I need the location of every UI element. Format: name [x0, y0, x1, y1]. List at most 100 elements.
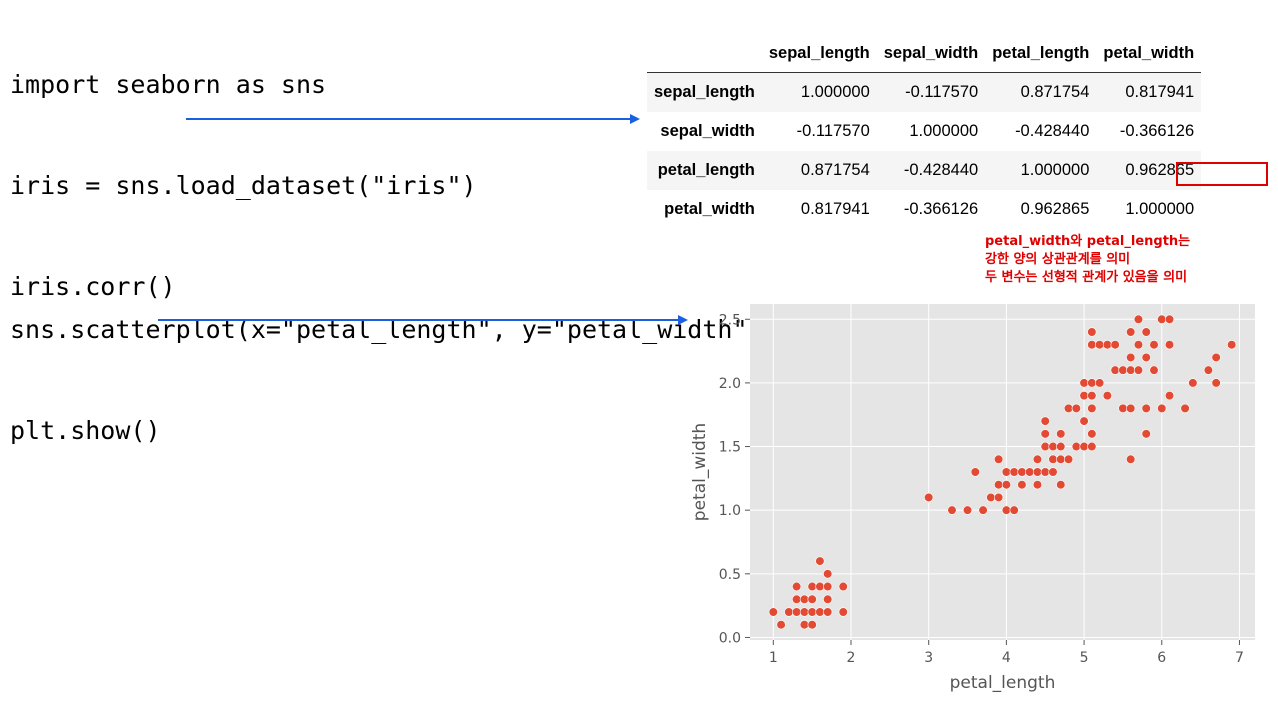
data-point — [994, 480, 1004, 490]
table-cell: -0.117570 — [796, 122, 870, 140]
table-cell: 0.962865 — [1020, 200, 1090, 218]
x-tick-label: 7 — [1235, 650, 1244, 666]
data-point — [823, 581, 833, 592]
arrow-to-plot — [158, 315, 688, 325]
data-point — [1180, 403, 1190, 413]
data-point — [1048, 441, 1058, 452]
annotation-line: 강한 양의 상관관계를 의미 — [985, 252, 1131, 267]
data-point — [1017, 480, 1027, 490]
table-row: sepal_width -0.117570 1.000000 -0.428440… — [647, 112, 1201, 151]
data-point — [838, 607, 848, 617]
table-header-row: sepal_length sepal_width petal_length pe… — [647, 34, 1202, 73]
table-cell: 1.000000 — [909, 122, 979, 140]
table-cell: 0.817941 — [1125, 83, 1195, 101]
row-header: sepal_length — [654, 83, 755, 101]
data-point — [1227, 340, 1237, 350]
data-point — [1203, 365, 1213, 375]
data-point — [1133, 340, 1144, 350]
data-point — [970, 467, 980, 477]
data-point — [1079, 416, 1089, 426]
table-cell: -0.428440 — [1015, 122, 1090, 140]
data-point — [1048, 454, 1058, 464]
data-point — [815, 556, 825, 566]
data-point — [1164, 314, 1175, 324]
data-point — [1001, 505, 1011, 515]
x-tick-label: 1 — [769, 650, 778, 666]
data-point — [792, 581, 802, 592]
data-point — [1126, 403, 1136, 413]
data-point — [1211, 352, 1221, 363]
table-row: sepal_length 1.000000 -0.117570 0.871754… — [647, 72, 1202, 112]
data-point — [1048, 467, 1058, 477]
data-point — [1056, 429, 1066, 439]
scatter-plot: 1 2 3 4 5 6 7 0.0 0.5 1.0 1.5 2.0 2.5 petal_length p… — [690, 304, 1255, 693]
data-point — [1009, 467, 1019, 477]
data-point — [1087, 391, 1097, 401]
column-header: sepal_width — [876, 34, 986, 73]
x-tick-label: 4 — [1002, 650, 1011, 666]
table-cell: 1.000000 — [1020, 161, 1090, 179]
corner-cell — [647, 34, 762, 73]
data-point — [815, 581, 825, 592]
data-point — [1164, 391, 1175, 401]
annotation-note: petal_width와 petal_length는 강한 양의 상관관계를 의… — [985, 233, 1190, 287]
data-points — [768, 314, 1237, 630]
data-point — [1110, 365, 1120, 375]
table-cell: 1.000000 — [800, 83, 870, 101]
data-point — [838, 581, 848, 592]
data-point — [1149, 365, 1159, 375]
data-point — [947, 505, 957, 515]
code-block-import: import seaborn as sns iris = sns.load_da… — [10, 10, 477, 332]
annotation-line: petal_width와 petal_length는 — [985, 234, 1191, 249]
data-point — [1118, 365, 1128, 375]
data-point — [1141, 352, 1151, 363]
data-point — [986, 492, 996, 503]
x-tick-label: 5 — [1080, 650, 1089, 666]
data-point — [1079, 391, 1089, 401]
y-tick-label: 1.0 — [719, 503, 741, 519]
data-point — [1032, 480, 1043, 490]
data-point — [924, 492, 934, 503]
data-point — [1188, 378, 1198, 388]
data-point — [1017, 467, 1027, 477]
data-point — [807, 581, 817, 592]
data-point — [1211, 378, 1221, 388]
data-point — [1087, 340, 1097, 350]
column-header: petal_width — [1096, 34, 1202, 73]
data-point — [823, 594, 833, 604]
data-point — [1040, 441, 1050, 452]
table-cell: -0.366126 — [1119, 122, 1195, 140]
data-point — [1001, 467, 1011, 477]
data-point — [1141, 327, 1151, 337]
row-header: petal_width — [664, 200, 755, 218]
data-point — [1056, 454, 1066, 464]
data-point — [1118, 403, 1128, 413]
x-axis-label: petal_length — [950, 673, 1056, 693]
data-point — [1141, 429, 1151, 439]
data-point — [807, 620, 817, 630]
data-point — [1071, 441, 1081, 452]
data-point — [792, 594, 802, 604]
data-point — [1087, 441, 1097, 452]
data-point — [1126, 365, 1136, 375]
data-point — [776, 620, 786, 630]
highlight-box — [1176, 162, 1268, 186]
data-point — [1133, 365, 1144, 375]
data-point — [799, 620, 809, 630]
x-tick-label: 3 — [924, 650, 933, 666]
data-point — [1079, 441, 1089, 452]
y-tick-label: 2.5 — [719, 312, 741, 328]
data-point — [1133, 314, 1144, 324]
data-point — [799, 594, 809, 604]
data-point — [1087, 429, 1097, 439]
data-point — [1157, 403, 1167, 413]
data-point — [823, 607, 833, 617]
table-cell: 0.871754 — [1020, 83, 1090, 101]
data-point — [1126, 327, 1136, 337]
data-point — [823, 569, 833, 579]
y-tick-label: 2.0 — [719, 376, 741, 392]
x-tick-label: 2 — [847, 650, 856, 666]
data-point — [1032, 467, 1043, 477]
y-axis-label: petal_width — [690, 423, 710, 521]
data-point — [1087, 327, 1097, 337]
